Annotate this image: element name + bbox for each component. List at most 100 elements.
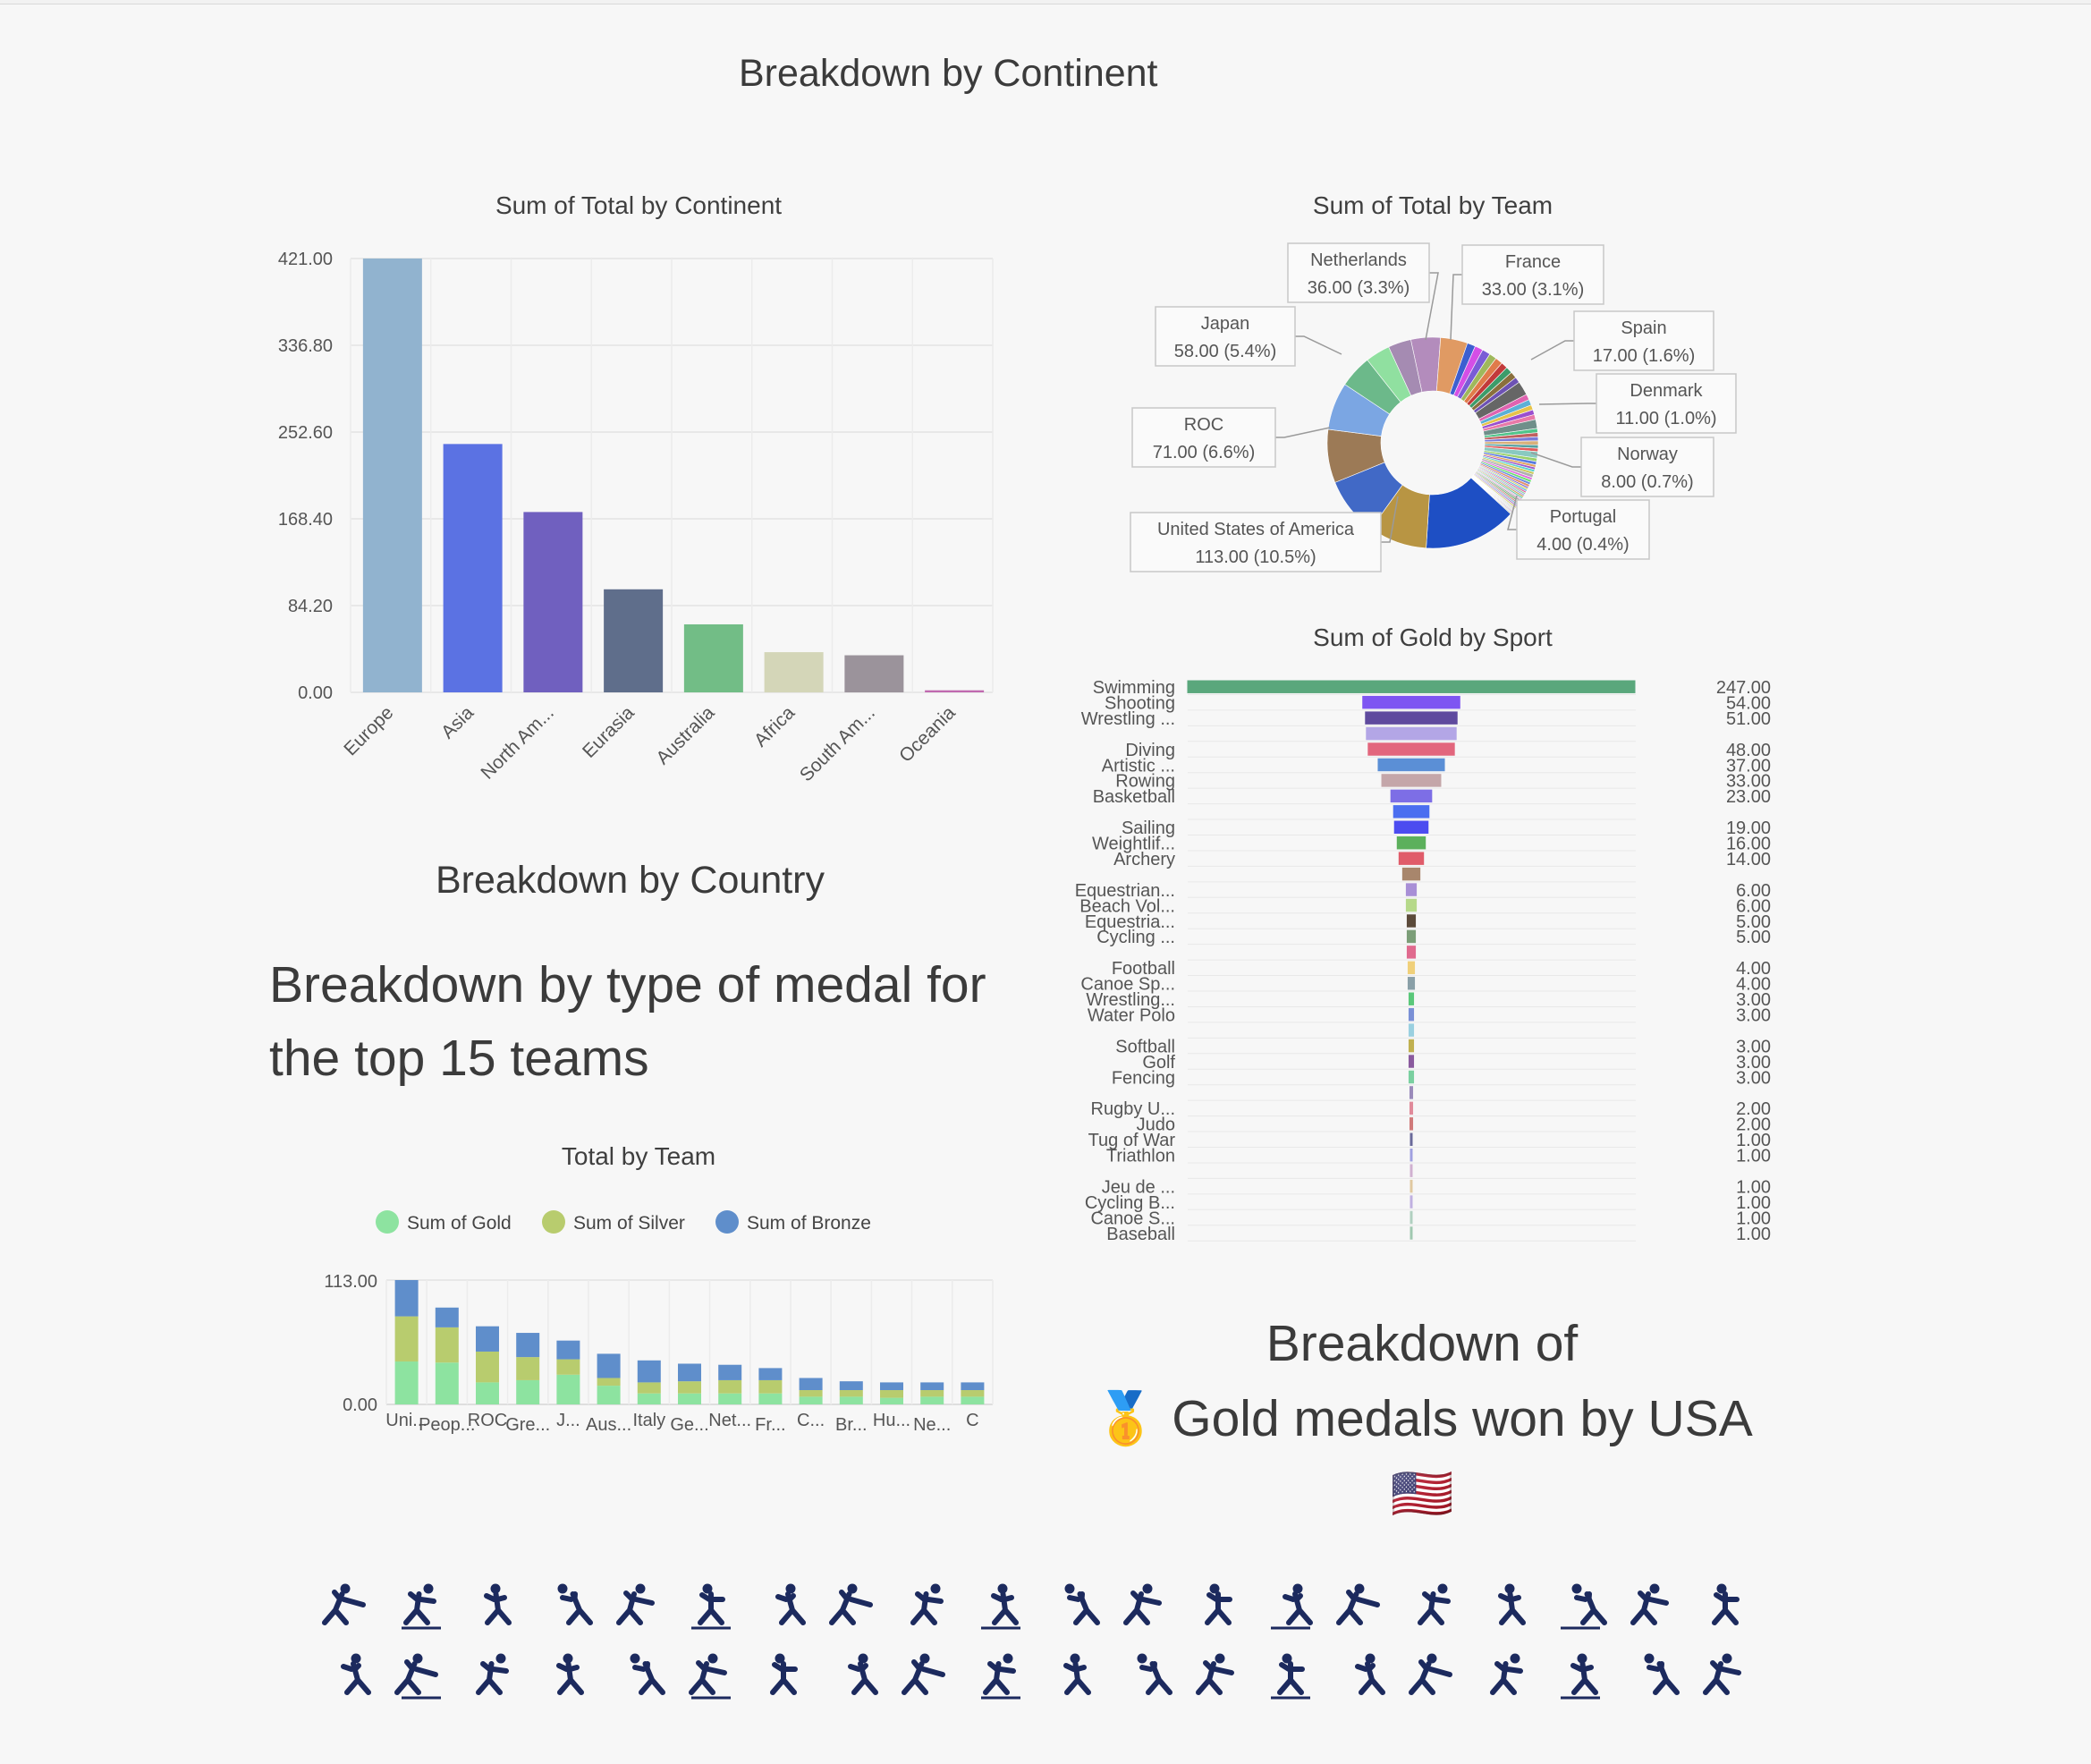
stacked-segment <box>799 1396 823 1404</box>
pictogram-body <box>1712 1591 1740 1625</box>
callout-leader <box>1295 335 1342 355</box>
funnel-bar <box>1406 946 1417 959</box>
sport-value-label: 3.00 <box>1736 1068 1771 1088</box>
funnel-bar <box>1408 1007 1415 1022</box>
sport-pictogram-icon <box>689 1653 731 1700</box>
sport-pictogram-icon <box>556 1653 584 1695</box>
pictogram-head <box>1437 1583 1448 1594</box>
callout-leader <box>1538 403 1596 405</box>
funnel-bar <box>1410 1149 1413 1162</box>
callout-name: Spain <box>1621 318 1666 338</box>
pictogram-head <box>1354 1583 1365 1594</box>
pictogram-body <box>1418 1591 1451 1625</box>
sport-label: Rugby U... <box>1091 1099 1175 1119</box>
sport-value-label: 3.00 <box>1736 1053 1771 1073</box>
sport-pictogram-icon <box>902 1653 945 1695</box>
pictogram-head <box>997 1583 1008 1594</box>
heading-usa-line2-text: Gold medals won by USA <box>1172 1390 1750 1447</box>
bar-africa <box>764 652 824 692</box>
x-tick-label: Gre... <box>505 1415 550 1435</box>
x-tick-label: Peop... <box>419 1415 475 1435</box>
team-donut-chart: Sum of Total by Team United States of Ame… <box>1130 191 1737 572</box>
sport-value-label: 2.00 <box>1736 1099 1771 1119</box>
pictogram-body <box>1355 1661 1385 1695</box>
sport-label: Sailing <box>1122 818 1175 838</box>
pictogram-body <box>632 1661 665 1695</box>
pictogram-body <box>1498 1591 1526 1625</box>
heading-usa-line1: Breakdown of <box>1266 1315 1579 1372</box>
pictogram-head <box>630 1653 640 1664</box>
x-tick-label: South Am... <box>796 702 879 785</box>
callout-leader <box>1530 452 1581 468</box>
pictogram-head <box>495 1653 506 1664</box>
callout-name: United States of America <box>1157 520 1355 539</box>
stacked-segment <box>718 1379 742 1394</box>
pictogram-head <box>702 1583 713 1594</box>
stacked-segment <box>435 1327 459 1363</box>
pictogram-head <box>1577 1653 1587 1664</box>
stacked-segment <box>839 1390 863 1397</box>
pictogram-head <box>1426 1653 1437 1664</box>
stacked-segment <box>839 1381 863 1391</box>
pictogram-body <box>1277 1661 1305 1695</box>
pictogram-body <box>341 1661 371 1695</box>
stacked-segment <box>556 1359 580 1375</box>
stacked-segment <box>758 1379 783 1394</box>
pictogram-body <box>1703 1660 1741 1695</box>
pictogram-body <box>1123 1590 1162 1625</box>
pictogram-body <box>689 1660 727 1695</box>
sport-pictogram-icon <box>322 1583 366 1625</box>
donut-chart-title: Sum of Total by Team <box>1313 191 1553 219</box>
sport-value-label: 1.00 <box>1736 1131 1771 1150</box>
x-tick-label: North Am... <box>477 702 558 784</box>
stacked-segment <box>597 1353 621 1378</box>
pictogram-body <box>394 1659 438 1695</box>
sport-pictogram-icon <box>1498 1583 1526 1625</box>
sport-label: Jeu de ... <box>1102 1177 1175 1197</box>
callout-name: Portugal <box>1550 507 1617 527</box>
pictogram-head <box>423 1583 434 1594</box>
sport-label: Beach Vol... <box>1079 896 1175 916</box>
x-tick-label: C <box>966 1411 978 1430</box>
pictogram-body <box>1630 1590 1669 1625</box>
sport-value-label: 4.00 <box>1736 975 1771 995</box>
sport-value-label: 5.00 <box>1736 912 1771 932</box>
legend-label: Sum of Bronze <box>747 1213 871 1234</box>
callout-leader <box>1530 340 1574 360</box>
sport-value-label: 247.00 <box>1716 678 1771 698</box>
funnel-bar <box>1405 883 1418 896</box>
pictogram-body <box>484 1591 512 1625</box>
pictogram-head <box>1137 1653 1147 1664</box>
callout-box <box>1287 242 1430 303</box>
funnel-bar <box>1405 898 1418 912</box>
x-tick-label: Br... <box>835 1415 868 1435</box>
sport-pictogram-icon <box>1336 1583 1380 1625</box>
sport-pictogram-icon <box>484 1583 512 1625</box>
bar-oceania <box>925 690 985 692</box>
funnel-bar <box>1410 1226 1413 1240</box>
callout-name: Denmark <box>1630 381 1703 401</box>
sport-value-label: 3.00 <box>1736 1005 1771 1025</box>
pictogram-head <box>1003 1653 1013 1664</box>
pictogram-head <box>930 1583 941 1594</box>
pictogram-head <box>1070 1653 1080 1664</box>
sport-pictogram-icon <box>1712 1583 1740 1625</box>
pictogram-head <box>1722 1653 1732 1664</box>
funnel-bar <box>1362 695 1460 709</box>
top-divider <box>0 0 2091 4</box>
pictogram-head <box>1292 1583 1303 1594</box>
sport-value-label: 33.00 <box>1726 772 1771 792</box>
sport-pictogram-icon <box>691 1583 731 1630</box>
callout-name: Norway <box>1617 445 1678 464</box>
stacked-segment <box>839 1396 863 1404</box>
callout-leader <box>1381 496 1399 543</box>
pictogram-body <box>910 1591 944 1625</box>
y-tick-label: 113.00 <box>324 1272 377 1292</box>
stacked-segment <box>637 1382 661 1394</box>
pictogram-head <box>1209 1583 1220 1594</box>
funnel-bar <box>1393 820 1429 834</box>
us-flag-icon: 🇺🇸 <box>1390 1464 1454 1523</box>
x-tick-label: Hu... <box>873 1411 910 1430</box>
pictogram-head <box>858 1653 868 1664</box>
